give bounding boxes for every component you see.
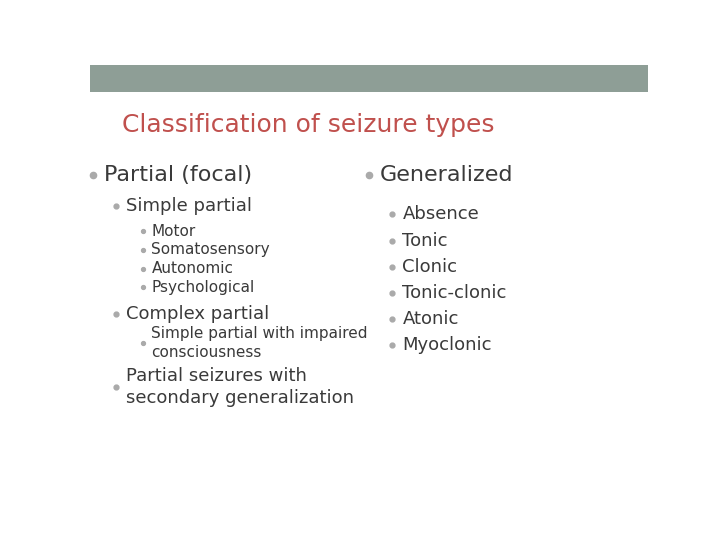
Text: Myoclonic: Myoclonic [402,336,492,354]
Text: Absence: Absence [402,206,480,224]
Text: Somatosensory: Somatosensory [151,242,270,258]
Text: Atonic: Atonic [402,310,459,328]
Text: Psychological: Psychological [151,280,255,295]
Text: Tonic: Tonic [402,232,448,249]
Text: Classification of seizure types: Classification of seizure types [122,113,495,137]
Text: Partial (focal): Partial (focal) [104,165,252,185]
Text: Generalized: Generalized [380,165,513,185]
Bar [90,65,648,92]
Text: Simple partial: Simple partial [126,197,252,215]
Text: Clonic: Clonic [402,258,457,276]
Text: Complex partial: Complex partial [126,305,269,323]
Text: Autonomic: Autonomic [151,261,233,276]
Text: Tonic-clonic: Tonic-clonic [402,284,507,302]
Text: Motor: Motor [151,224,196,239]
Text: Partial seizures with
secondary generalization: Partial seizures with secondary generali… [126,367,354,408]
Text: Simple partial with impaired
consciousness: Simple partial with impaired consciousne… [151,326,368,361]
